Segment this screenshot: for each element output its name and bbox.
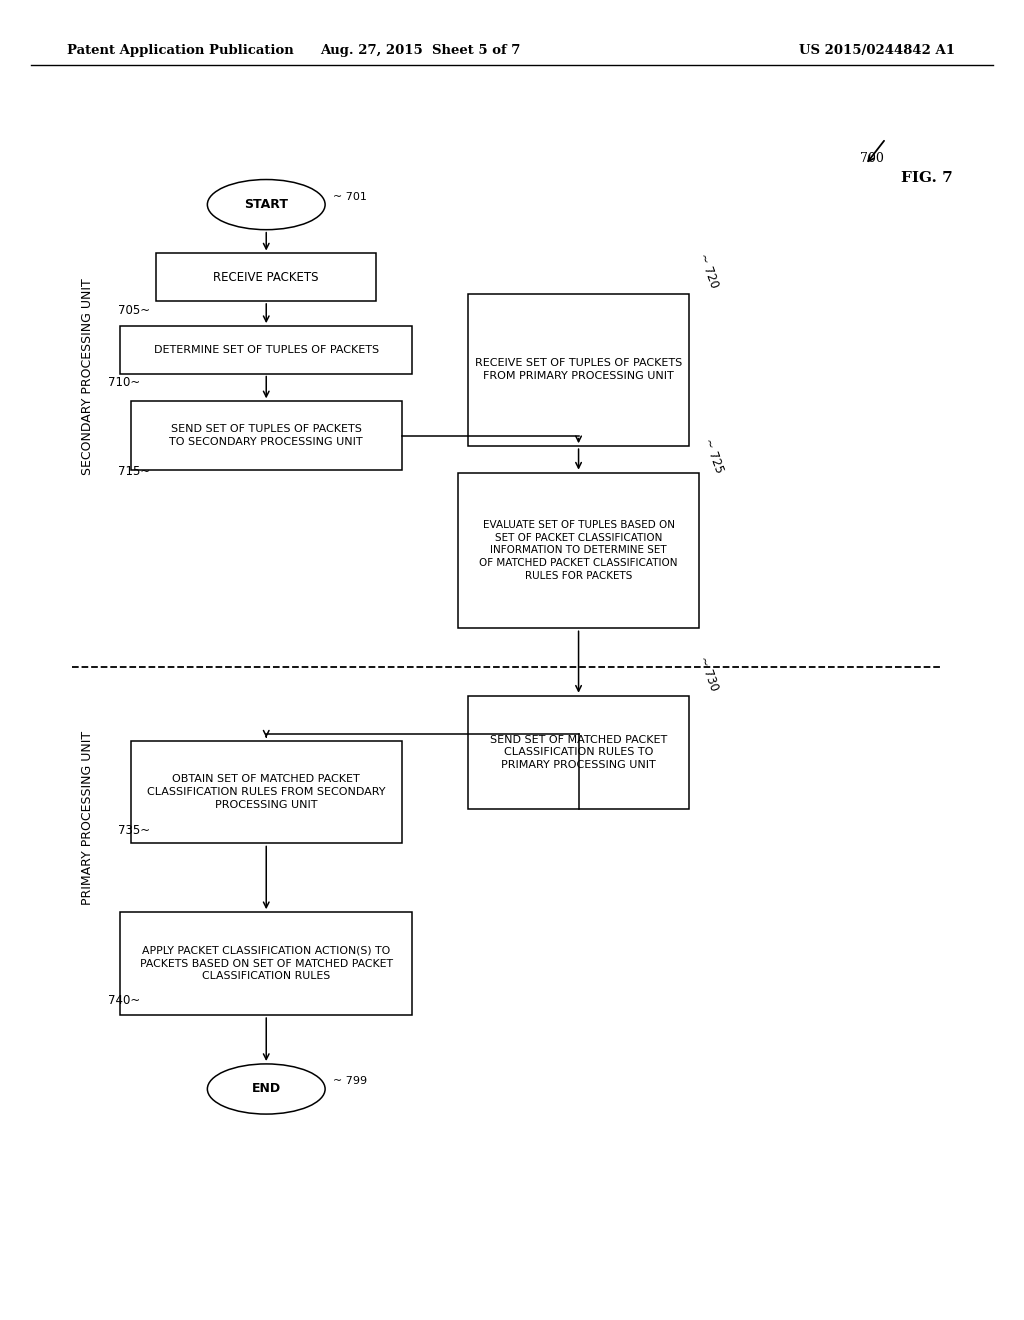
Text: ~ 730: ~ 730 xyxy=(696,655,721,692)
Bar xyxy=(157,253,377,301)
Text: ~ 701: ~ 701 xyxy=(333,191,367,202)
Text: ~ 725: ~ 725 xyxy=(701,437,726,474)
Bar xyxy=(131,401,401,470)
Text: SECONDARY PROCESSING UNIT: SECONDARY PROCESSING UNIT xyxy=(81,277,93,475)
Bar xyxy=(121,912,412,1015)
Text: SEND SET OF MATCHED PACKET
CLASSIFICATION RULES TO
PRIMARY PROCESSING UNIT: SEND SET OF MATCHED PACKET CLASSIFICATIO… xyxy=(489,735,668,770)
Text: DETERMINE SET OF TUPLES OF PACKETS: DETERMINE SET OF TUPLES OF PACKETS xyxy=(154,345,379,355)
Text: PRIMARY PROCESSING UNIT: PRIMARY PROCESSING UNIT xyxy=(81,731,93,906)
Ellipse shape xyxy=(207,180,326,230)
Text: 705~: 705~ xyxy=(118,304,150,317)
Bar xyxy=(468,697,688,808)
Bar xyxy=(458,473,698,628)
Text: 740~: 740~ xyxy=(108,994,139,1007)
Text: 700: 700 xyxy=(860,152,884,165)
Text: 710~: 710~ xyxy=(108,376,139,389)
Text: ~ 799: ~ 799 xyxy=(333,1076,367,1086)
Text: 735~: 735~ xyxy=(118,824,150,837)
Bar xyxy=(121,326,412,374)
Text: EVALUATE SET OF TUPLES BASED ON
SET OF PACKET CLASSIFICATION
INFORMATION TO DETE: EVALUATE SET OF TUPLES BASED ON SET OF P… xyxy=(479,520,678,581)
Text: OBTAIN SET OF MATCHED PACKET
CLASSIFICATION RULES FROM SECONDARY
PROCESSING UNIT: OBTAIN SET OF MATCHED PACKET CLASSIFICAT… xyxy=(147,775,385,809)
Text: END: END xyxy=(252,1082,281,1096)
Text: ~ 720: ~ 720 xyxy=(696,252,721,289)
Text: SEND SET OF TUPLES OF PACKETS
TO SECONDARY PROCESSING UNIT: SEND SET OF TUPLES OF PACKETS TO SECONDA… xyxy=(169,424,364,447)
Text: US 2015/0244842 A1: US 2015/0244842 A1 xyxy=(799,44,954,57)
Text: RECEIVE PACKETS: RECEIVE PACKETS xyxy=(213,271,319,284)
Text: 715~: 715~ xyxy=(118,465,150,478)
Bar xyxy=(468,294,688,446)
Text: Aug. 27, 2015  Sheet 5 of 7: Aug. 27, 2015 Sheet 5 of 7 xyxy=(319,44,520,57)
Ellipse shape xyxy=(207,1064,326,1114)
Text: Patent Application Publication: Patent Application Publication xyxy=(67,44,293,57)
Text: APPLY PACKET CLASSIFICATION ACTION(S) TO
PACKETS BASED ON SET OF MATCHED PACKET
: APPLY PACKET CLASSIFICATION ACTION(S) TO… xyxy=(139,946,393,981)
Bar xyxy=(131,741,401,843)
Text: FIG. 7: FIG. 7 xyxy=(901,172,953,185)
Text: RECEIVE SET OF TUPLES OF PACKETS
FROM PRIMARY PROCESSING UNIT: RECEIVE SET OF TUPLES OF PACKETS FROM PR… xyxy=(475,358,682,381)
Text: START: START xyxy=(245,198,288,211)
